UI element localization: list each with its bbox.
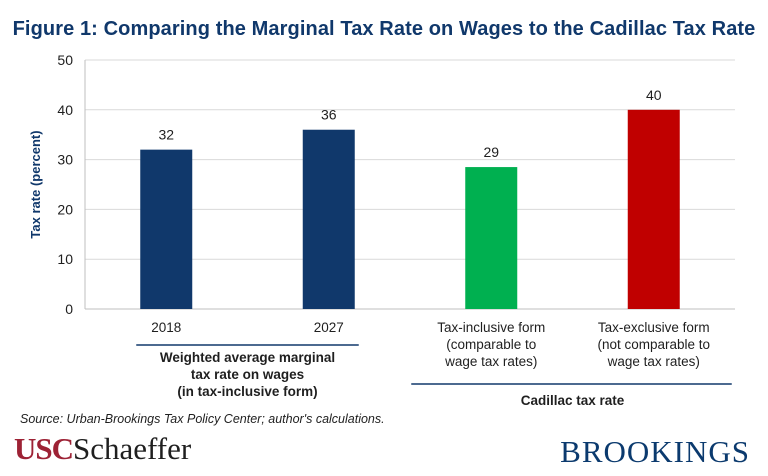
bar xyxy=(302,129,355,309)
bar-chart: 0 10 20 30 40 50 Tax rate (percent) 32 2018 36 202… xyxy=(28,52,735,408)
group-label: Cadillac tax rate xyxy=(521,393,625,408)
y-tick-label: 10 xyxy=(57,251,73,267)
y-tick-label: 20 xyxy=(57,201,73,217)
data-label: 32 xyxy=(158,127,174,143)
data-label: 29 xyxy=(483,144,499,160)
x-tick-label: Tax-inclusive form (comparable to wage tax… xyxy=(437,320,545,369)
group-label: Weighted average marginal tax rate on wag… xyxy=(160,350,335,399)
y-tick-label: 40 xyxy=(57,102,73,118)
usc-wordmark: USC xyxy=(14,431,74,466)
source-note: Source: Urban-Brookings Tax Policy Cente… xyxy=(20,412,385,426)
brookings-logo: BROOKINGS xyxy=(560,434,750,469)
data-label: 40 xyxy=(646,87,662,103)
bar xyxy=(627,109,680,309)
y-tick-label: 0 xyxy=(65,301,73,317)
x-tick-label: 2027 xyxy=(314,320,344,335)
x-tick-label: Tax-exclusive form (not comparable to wage… xyxy=(597,320,710,369)
chart-title: Figure 1: Comparing the Marginal Tax Rat… xyxy=(12,18,756,40)
data-label: 36 xyxy=(321,107,337,123)
y-tick-label: 50 xyxy=(57,52,73,68)
bar xyxy=(465,167,518,309)
bar xyxy=(140,149,193,309)
x-tick-label: 2018 xyxy=(151,320,181,335)
usc-schaeffer-logo: USCSchaeffer xyxy=(14,432,191,466)
schaeffer-wordmark: Schaeffer xyxy=(73,431,192,466)
y-axis-label: Tax rate (percent) xyxy=(28,130,43,238)
y-tick-label: 30 xyxy=(57,152,73,168)
